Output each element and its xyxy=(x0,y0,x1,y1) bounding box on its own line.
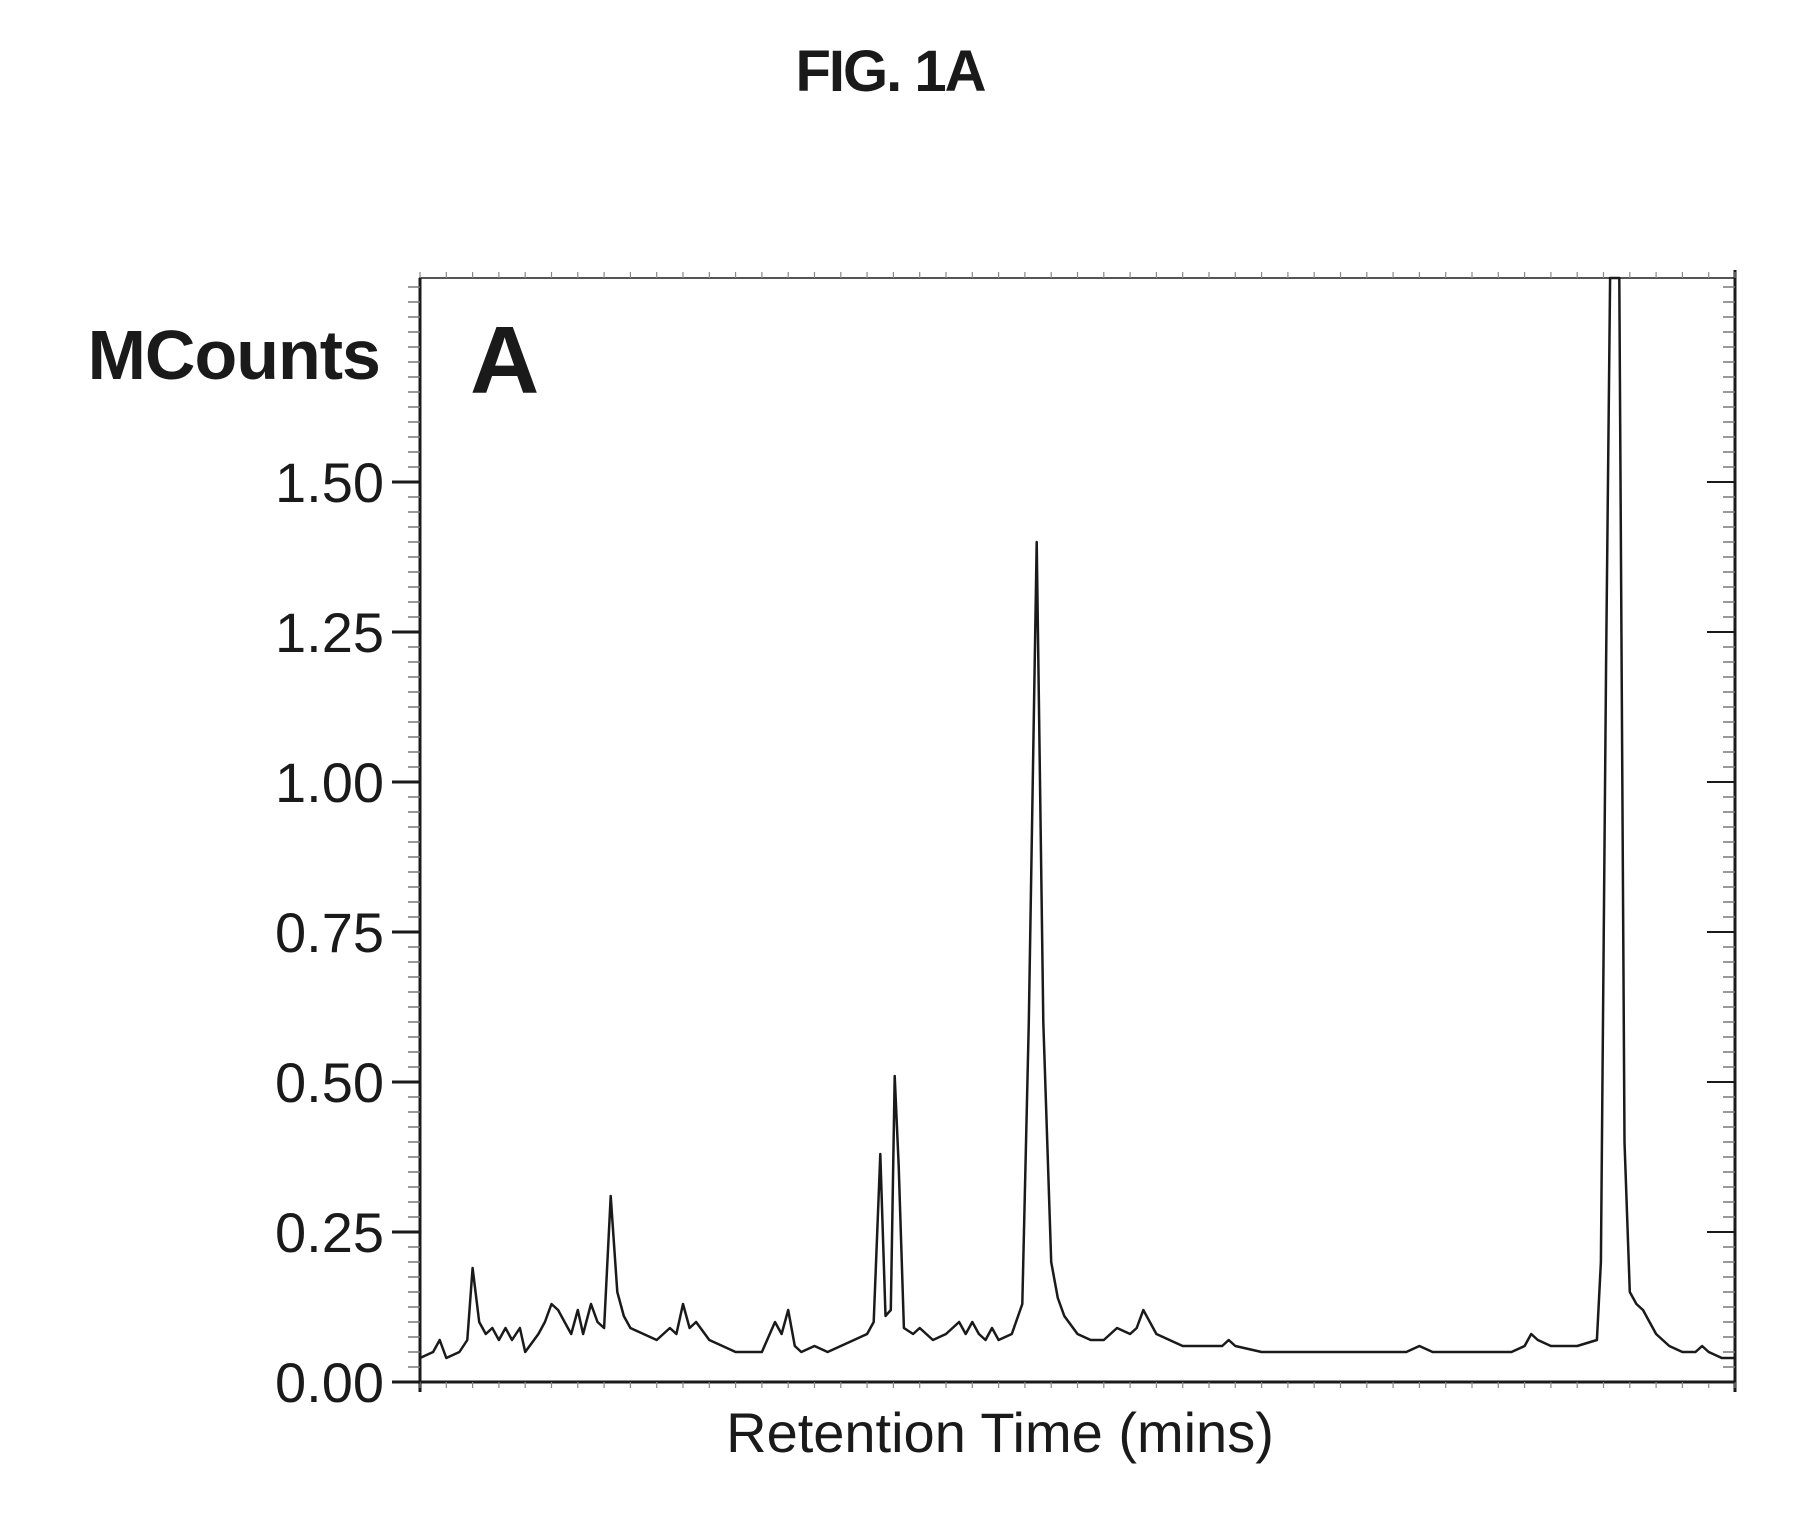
y-tick-label: 0.75 xyxy=(275,901,384,964)
y-tick-label: 1.50 xyxy=(275,451,384,514)
y-tick-label: 1.00 xyxy=(275,751,384,814)
y-tick-label: 0.00 xyxy=(275,1351,384,1414)
x-axis-title: Retention Time (mins) xyxy=(726,1401,1274,1464)
y-axis-title: MCounts xyxy=(88,316,380,394)
y-tick-label: 0.25 xyxy=(275,1201,384,1264)
plot-area-frame xyxy=(420,278,1735,1382)
panel-label: A xyxy=(470,307,539,414)
y-tick-label: 0.50 xyxy=(275,1051,384,1114)
y-tick-label: 1.25 xyxy=(275,601,384,664)
